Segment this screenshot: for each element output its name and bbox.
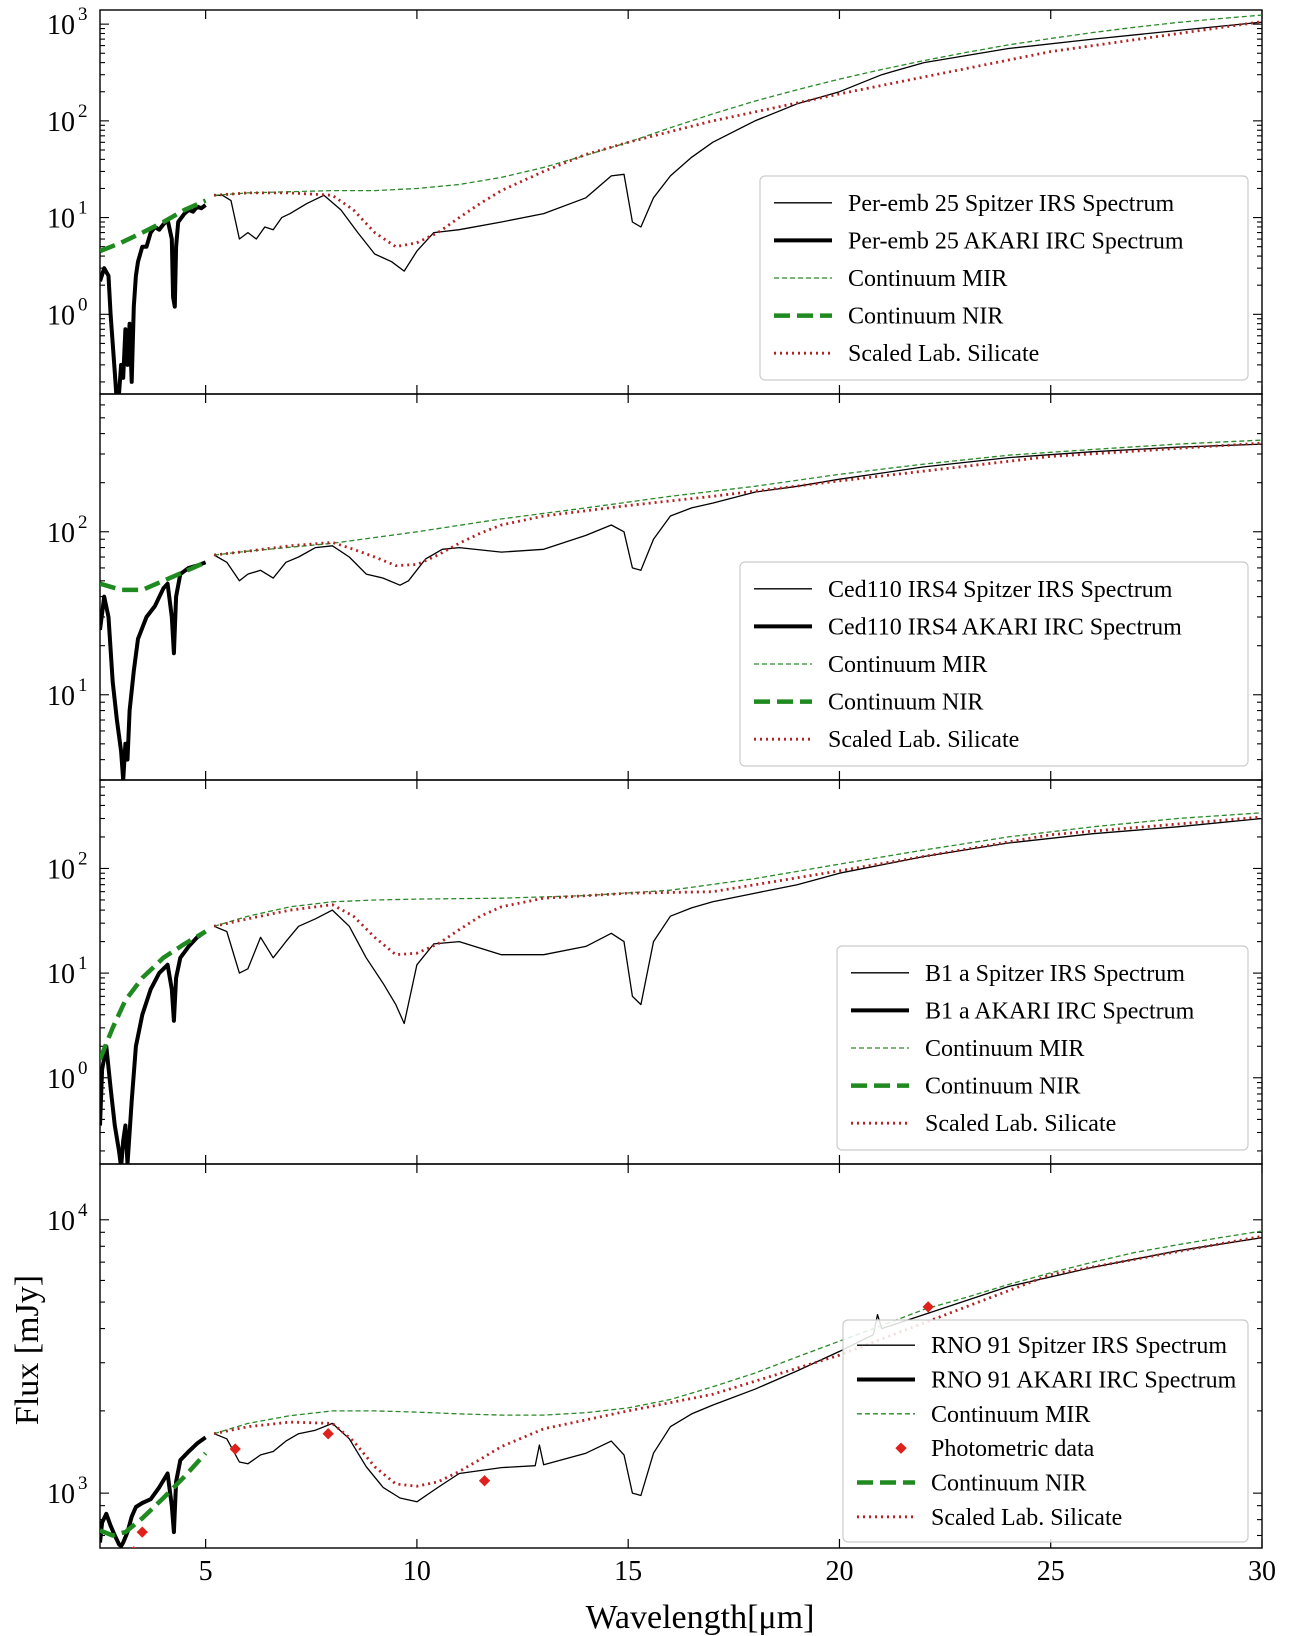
legend: B1 a Spitzer IRS Spectrum B1 a AKARI IRC … (836, 945, 1249, 1151)
y-tick-label: 10 (47, 1064, 75, 1095)
series-group (100, 14, 1262, 394)
series-thick (100, 203, 207, 394)
x-tick-label: 15 (614, 1556, 642, 1587)
y-tick-label: 10 (47, 1206, 75, 1237)
x-tick-label: 30 (1248, 1556, 1276, 1587)
legend-entry-label: Continuum NIR (848, 304, 1003, 330)
legend: Ced110 IRS4 Spitzer IRS Spectrum Ced110 I… (739, 561, 1249, 767)
legend-box (739, 561, 1249, 767)
series-thin (214, 21, 1262, 272)
series-thick (100, 1435, 207, 1548)
y-tick-label: 10 (47, 959, 75, 990)
x-tick-label: 10 (403, 1556, 431, 1587)
y-tick-label-exponent: 1 (78, 675, 88, 696)
legend-entry-label: Ced110 IRS4 Spitzer IRS Spectrum (828, 577, 1173, 603)
legend-entry-label: Scaled Lab. Silicate (925, 1111, 1116, 1137)
y-tick-label: 10 (47, 854, 75, 885)
y-axis-title: Flux [mJy] (9, 1275, 46, 1425)
legend-box (842, 1319, 1249, 1543)
panel-frame (99, 1163, 1263, 1549)
y-tick-label-exponent: 2 (78, 101, 88, 122)
x-tick-label: 5 (199, 1556, 213, 1587)
legend-entry-label: Continuum MIR (925, 1036, 1084, 1062)
legend-entry-label: Continuum MIR (848, 266, 1007, 292)
y-tick-label-exponent: 2 (78, 848, 88, 869)
x-axis-title: Wavelength[μm] (586, 1599, 815, 1636)
y-tick-label-exponent: 1 (78, 953, 88, 974)
legend-entry-label: Per-emb 25 AKARI IRC Spectrum (848, 228, 1184, 254)
legend-entry-label: Continuum NIR (925, 1074, 1080, 1100)
legend-entry-label: Continuum MIR (931, 1402, 1090, 1428)
y-tick-label: 10 (47, 681, 75, 712)
legend-entry-label: Scaled Lab. Silicate (848, 341, 1039, 367)
series-thick (100, 929, 207, 1164)
series-group (100, 812, 1262, 1164)
legend-entry-label: Photometric data (931, 1436, 1095, 1462)
legend-entry-label: RNO 91 AKARI IRC Spectrum (931, 1368, 1237, 1394)
legend: RNO 91 Spitzer IRS Spectrum RNO 91 AKARI … (842, 1319, 1249, 1543)
legend-box (836, 945, 1249, 1151)
legend-entry-label: Continuum NIR (931, 1471, 1086, 1497)
y-tick-label-exponent: 3 (78, 1473, 88, 1494)
y-tick-label-exponent: 0 (78, 294, 88, 315)
series-nir (100, 1451, 208, 1538)
series-sil (213, 441, 1262, 567)
series-mir (213, 1230, 1262, 1435)
legend-marker (895, 1442, 907, 1454)
series-sil (213, 815, 1262, 957)
legend-entry-label: Ced110 IRS4 AKARI IRC Spectrum (828, 614, 1182, 640)
legend-entry-label: Scaled Lab. Silicate (931, 1505, 1122, 1531)
series-thin (213, 443, 1262, 586)
photometric-point (229, 1443, 241, 1455)
series-mir (214, 439, 1262, 556)
legend-entry-label: B1 a AKARI IRC Spectrum (925, 998, 1195, 1024)
series-sil (214, 20, 1262, 249)
series-nir (100, 198, 207, 254)
y-tick-label-exponent: 3 (78, 4, 88, 25)
y-tick-label: 10 (47, 518, 75, 549)
legend-entry-label: Per-emb 25 Spitzer IRS Spectrum (848, 191, 1174, 217)
photometric-point (136, 1526, 148, 1538)
y-tick-label: 10 (47, 1479, 75, 1510)
y-tick-label-exponent: 4 (78, 1200, 88, 1221)
y-tick-label: 10 (47, 300, 75, 331)
y-tick-label: 10 (47, 10, 75, 41)
series-mir (213, 812, 1262, 927)
x-tick-label: 25 (1037, 1556, 1065, 1587)
series-mir (214, 14, 1262, 196)
legend-entry-label: Scaled Lab. Silicate (828, 727, 1019, 753)
y-tick-label: 10 (47, 107, 75, 138)
series-group (100, 439, 1262, 780)
photometric-point (322, 1428, 334, 1440)
y-tick-label: 10 (47, 204, 75, 235)
legend-entry-label: RNO 91 Spitzer IRS Spectrum (931, 1333, 1227, 1359)
legend-entry-label: Continuum MIR (828, 652, 987, 678)
photometric-point (922, 1301, 934, 1313)
series-nir (100, 560, 207, 593)
legend-box (759, 175, 1249, 381)
x-tick-label: 20 (825, 1556, 853, 1587)
series-nir (100, 929, 207, 1061)
y-tick-label-exponent: 1 (78, 198, 88, 219)
legend: Per-emb 25 Spitzer IRS Spectrum Per-emb 2… (759, 175, 1249, 381)
legend-entry-label: B1 a Spitzer IRS Spectrum (925, 961, 1185, 987)
y-tick-label-exponent: 2 (78, 512, 88, 533)
photometric-point (478, 1475, 491, 1487)
series-thick (100, 560, 207, 780)
legend-entry-label: Continuum NIR (828, 690, 983, 716)
y-tick-label-exponent: 0 (78, 1058, 88, 1079)
series-thin (213, 817, 1262, 1025)
